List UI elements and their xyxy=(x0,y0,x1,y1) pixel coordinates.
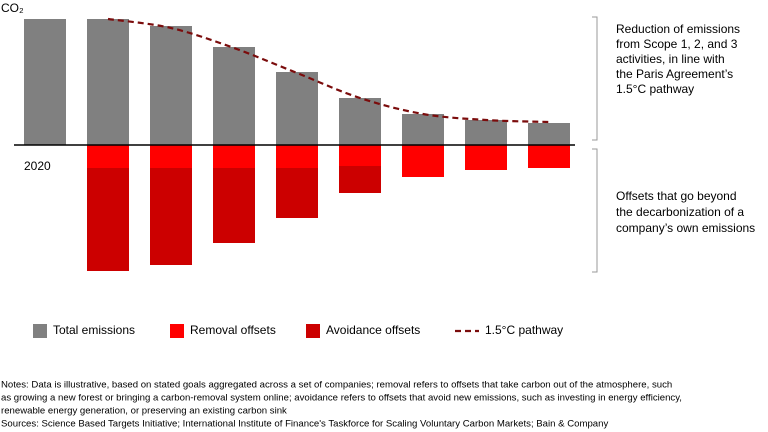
annotation: activities, in line with xyxy=(616,52,725,66)
bar xyxy=(402,114,444,145)
bar xyxy=(213,145,255,168)
bar xyxy=(276,72,318,145)
bracket xyxy=(592,16,598,141)
note: renewable energy generation, or preservi… xyxy=(1,406,287,417)
legend-swatch xyxy=(33,324,47,338)
note: Sources: Science Based Targets Initiativ… xyxy=(1,419,608,430)
bar xyxy=(87,19,129,145)
bar xyxy=(276,145,318,168)
annotation: 1.5°C pathway xyxy=(616,82,694,96)
bracket xyxy=(592,148,598,273)
annotation: Offsets that go beyond xyxy=(616,189,737,203)
legend-swatch xyxy=(306,324,320,338)
bar xyxy=(465,120,507,145)
bar xyxy=(87,168,129,271)
x-tick-label: 2020 xyxy=(24,159,51,173)
annotation: the Paris Agreement’s xyxy=(616,67,733,81)
bar xyxy=(276,168,318,218)
bar xyxy=(528,145,570,168)
bar xyxy=(402,145,444,177)
bar xyxy=(465,145,507,170)
legend-label: Avoidance offsets xyxy=(326,323,420,337)
bar xyxy=(150,168,192,265)
note: as growing a new forest or bringing a ca… xyxy=(1,393,682,404)
y-axis-label: CO₂ xyxy=(1,1,24,15)
bar xyxy=(339,98,381,145)
legend-swatch xyxy=(170,324,184,338)
note: Notes: Data is illustrative, based on st… xyxy=(1,380,672,391)
bar xyxy=(87,145,129,168)
annotation: company’s own emissions xyxy=(616,221,755,235)
legend-label: Removal offsets xyxy=(190,323,276,337)
bar xyxy=(528,123,570,145)
legend-label: Total emissions xyxy=(53,323,135,337)
bar xyxy=(150,145,192,168)
bar xyxy=(339,145,381,166)
bar xyxy=(339,166,381,193)
annotation: the decarbonization of a xyxy=(616,205,744,219)
bar xyxy=(24,19,66,145)
bar xyxy=(213,47,255,145)
annotation: Reduction of emissions xyxy=(616,22,740,36)
pathway-line xyxy=(107,17,550,124)
annotation: from Scope 1, 2, and 3 xyxy=(616,37,738,51)
bar xyxy=(213,168,255,243)
bar xyxy=(150,26,192,145)
legend-label: 1.5°C pathway xyxy=(485,323,563,337)
